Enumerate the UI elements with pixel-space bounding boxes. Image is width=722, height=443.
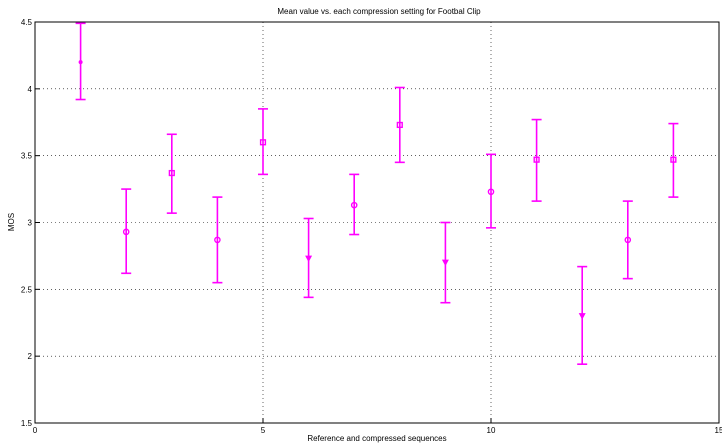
error-bar-point — [258, 108, 268, 176]
error-bar-point — [440, 221, 451, 304]
y-axis-label: MOS — [7, 213, 16, 231]
mean-marker-circle — [122, 228, 130, 236]
error-bar-point — [212, 196, 223, 284]
mean-marker-triangle — [441, 259, 449, 267]
error-bar-point — [486, 153, 496, 229]
y-axis-ticks: 1.5 2 2.5 3 3.5 4 4.5 — [21, 18, 40, 428]
error-bar-point — [121, 188, 132, 275]
error-bar-point — [577, 265, 588, 365]
data-marks — [75, 22, 679, 365]
mean-marker-triangle — [578, 313, 586, 320]
mean-marker-square — [670, 156, 677, 163]
error-bar-point — [394, 86, 405, 164]
error-bar-point — [668, 122, 679, 198]
y-tick-label: 3.5 — [21, 152, 33, 161]
mean-marker-circle — [350, 201, 358, 209]
plot-area-frame — [34, 21, 720, 424]
error-bar-point — [622, 200, 633, 280]
mean-marker-circle — [624, 236, 632, 244]
y-tick-label: 4 — [28, 85, 33, 94]
error-bar-point — [166, 133, 177, 214]
error-bar-point — [303, 217, 314, 299]
x-tick-label: 5 — [261, 426, 266, 435]
x-axis-ticks: 0 5 10 15 — [33, 418, 722, 435]
y-tick-label: 3 — [28, 219, 33, 228]
y-tick-label: 4.5 — [21, 18, 33, 27]
error-bar-point — [349, 173, 360, 236]
x-axis-label: Reference and compressed sequences — [307, 434, 446, 443]
y-tick-label: 1.5 — [21, 419, 33, 428]
error-bar-point — [75, 22, 86, 101]
chart-title: Mean value vs. each compression setting … — [277, 7, 481, 16]
x-tick-label: 15 — [715, 426, 722, 435]
x-tick-label: 0 — [33, 426, 38, 435]
mean-marker-triangle — [305, 255, 313, 263]
mean-marker-circle — [487, 188, 495, 196]
mean-marker-dot — [78, 60, 83, 65]
mean-marker-square — [168, 169, 175, 177]
error-bar-point — [531, 118, 542, 202]
y-tick-label: 2.5 — [21, 285, 33, 294]
mean-marker-square — [533, 156, 540, 163]
x-tick-label: 10 — [487, 426, 496, 435]
mean-marker-square — [259, 139, 267, 146]
mean-marker-square — [396, 121, 403, 129]
y-tick-label: 2 — [28, 352, 33, 361]
mean-marker-circle — [214, 236, 221, 244]
grid-lines — [35, 22, 719, 423]
